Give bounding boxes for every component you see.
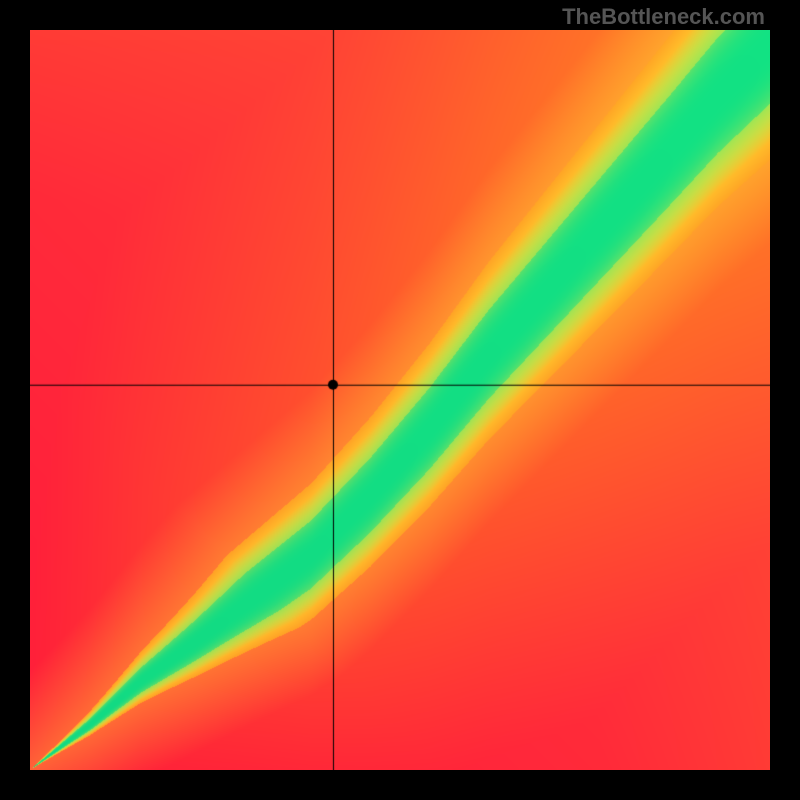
- watermark-text: TheBottleneck.com: [562, 4, 765, 30]
- heatmap-plot: [30, 30, 770, 770]
- heatmap-canvas: [30, 30, 770, 770]
